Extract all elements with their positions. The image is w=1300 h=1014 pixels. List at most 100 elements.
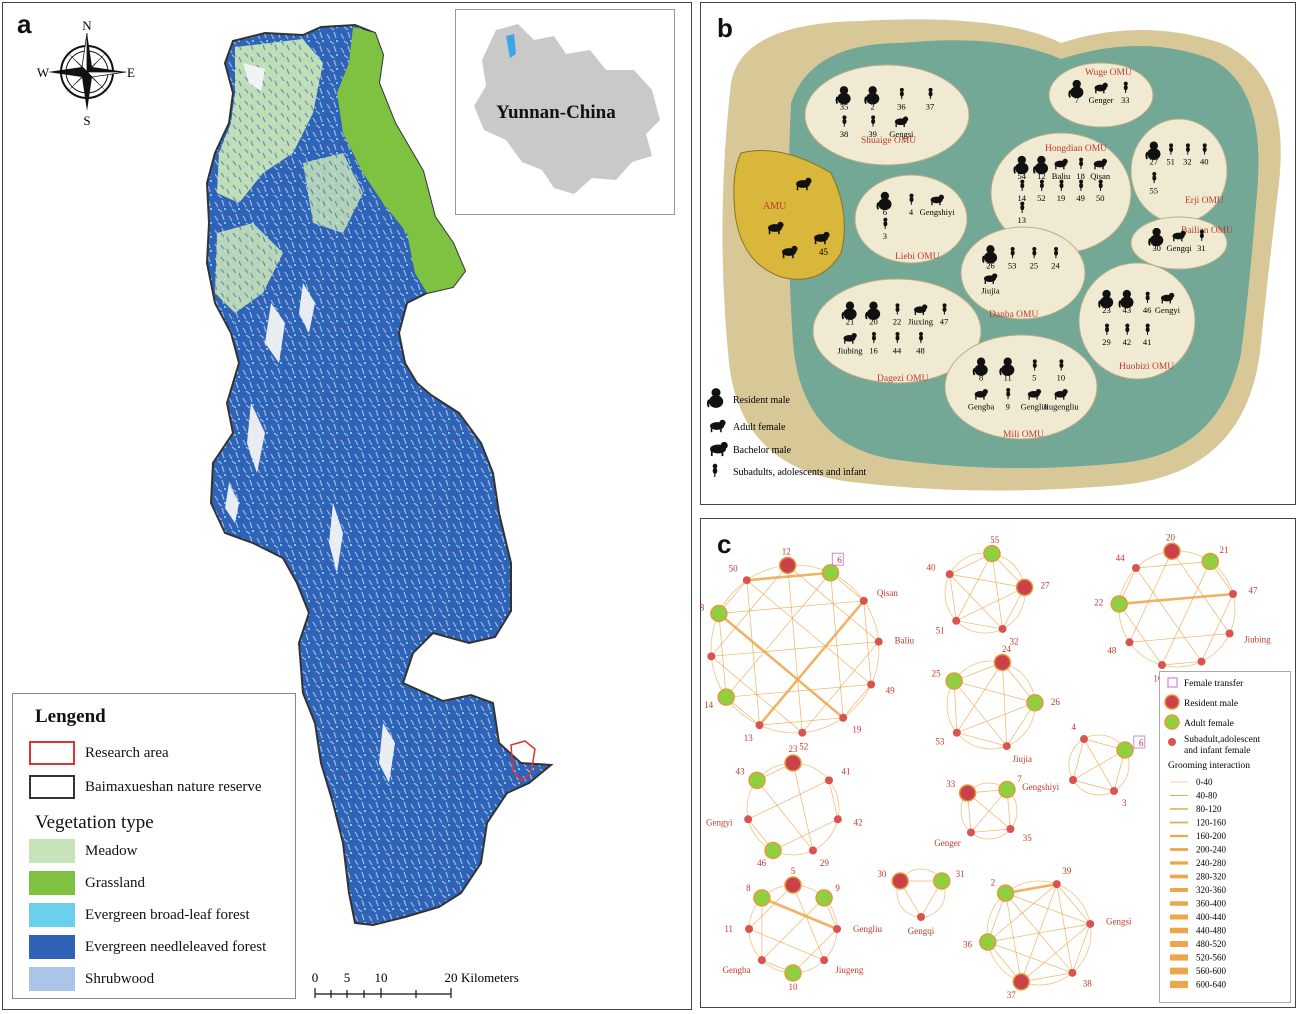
adult-female-icon	[1164, 714, 1180, 730]
grooming-edge	[748, 780, 830, 820]
node-label: Gengliu	[853, 924, 882, 934]
omu-cluster: Wuge OMU 7 Genger 33	[1048, 62, 1154, 128]
node-label: Gengshiyi	[1022, 782, 1059, 792]
node-label: Gengba	[723, 965, 751, 975]
grooming-edge	[949, 574, 957, 621]
grooming-edge	[1005, 893, 1022, 982]
network-node	[867, 680, 876, 689]
member-id: Gengliu	[1021, 401, 1049, 411]
grooming-edge	[1201, 593, 1234, 662]
legend-label: Shrubwood	[85, 970, 155, 987]
range-label: 160-200	[1196, 831, 1226, 841]
omu-cluster: Liebi OMU 6 4 Gengshiyi 3	[854, 174, 968, 264]
grooming-edge	[746, 579, 872, 685]
legend-resident-male: Resident male	[1184, 699, 1238, 709]
scale-5: 5	[344, 970, 351, 985]
resident-male-icon	[1164, 694, 1180, 710]
node-label: 47	[1248, 585, 1258, 595]
panel-label-a: a	[17, 9, 32, 39]
compass-w: W	[37, 65, 50, 80]
node-label: Jiujia	[1013, 754, 1033, 764]
network-node	[784, 964, 802, 982]
node-label: 19	[852, 724, 862, 734]
legend-subadults: Subadults, adolescents and infant	[733, 467, 867, 478]
grooming-edge	[759, 717, 844, 726]
grooming-edge	[748, 928, 825, 961]
network-node	[859, 596, 868, 605]
grooming-edge	[746, 571, 831, 582]
member-id: Gengsi	[889, 129, 914, 139]
legend-shrubwood: Shrubwood	[29, 966, 154, 992]
node-label: 10	[789, 982, 799, 992]
network-node	[1080, 735, 1088, 744]
amu-member-label: 45	[819, 247, 829, 257]
node-label: 2	[991, 877, 996, 887]
legend-subadult-1: Subadult,adolescent	[1184, 735, 1261, 745]
node-label: Jiugeng	[835, 965, 863, 975]
scale-bar: 0 5 10 20 Kilometers	[312, 970, 519, 998]
network-node	[1229, 589, 1238, 598]
network-node	[945, 570, 954, 579]
node-label: 9	[835, 883, 840, 893]
network-node	[952, 616, 961, 625]
network-node	[821, 564, 840, 582]
legend-reserve: Baimaxueshan nature reserve	[29, 774, 262, 800]
range-label: 240-280	[1196, 858, 1226, 868]
member-id: 43	[1123, 305, 1132, 315]
legend-female-transfer: Female transfer	[1184, 678, 1244, 689]
node-label: 14	[704, 700, 714, 710]
network-node	[833, 925, 841, 933]
member-id: 6	[883, 207, 887, 217]
grooming-edge	[1129, 551, 1173, 643]
grooming-edge	[1072, 923, 1091, 973]
member-id: 8	[979, 373, 983, 383]
grooming-edge	[1005, 892, 1073, 974]
grooming-edge	[761, 897, 825, 961]
member-id: 35	[840, 101, 849, 111]
node-label: 30	[877, 869, 887, 879]
network-node	[1110, 595, 1128, 613]
node-label: 3	[1122, 798, 1127, 808]
member-id: 11	[1004, 373, 1012, 383]
member-id: 31	[1197, 243, 1206, 253]
network-node	[1015, 578, 1034, 597]
node-label: 41	[841, 767, 850, 777]
grooming-edge	[987, 941, 1073, 974]
network-node	[1068, 968, 1077, 977]
legend-label: Research area	[85, 744, 169, 761]
node-label: 33	[946, 779, 956, 789]
grooming-edge	[718, 612, 845, 719]
grooming-edge	[1083, 738, 1115, 792]
map-legend: Lengend Research area Baimaxueshan natur…	[12, 693, 296, 999]
node-label: Gengsi	[1106, 917, 1132, 927]
scale-20: 20	[445, 970, 458, 985]
member-id: 55	[1150, 185, 1159, 195]
network-node	[1086, 919, 1095, 928]
network-node	[1225, 629, 1234, 638]
grooming-edge	[1171, 551, 1230, 634]
grooming-edge	[758, 599, 865, 726]
network-node	[748, 771, 766, 790]
network-node	[820, 956, 829, 965]
member-id: 27	[1150, 157, 1159, 167]
member-id: 26	[986, 260, 995, 270]
omu-name: Wuge OMU	[1085, 68, 1132, 78]
grooming-edge	[842, 684, 872, 719]
legend-title: Lengend	[35, 706, 106, 727]
legend-adult-female: Adult female	[1184, 718, 1234, 729]
omu-name: Erji OMU	[1185, 196, 1224, 206]
grooming-network: 55 27 32 51 40	[927, 535, 1050, 647]
node-label: Baliu	[895, 635, 915, 645]
member-id: Jiujia	[981, 286, 1000, 296]
member-id: 42	[1123, 337, 1132, 347]
node-label: 22	[1094, 598, 1103, 608]
network-node	[755, 721, 764, 730]
range-label: 200-240	[1196, 845, 1226, 855]
member-id: Gengqi	[1166, 243, 1192, 253]
grooming-network: 39 Gengsi 38 37 36 2	[963, 866, 1132, 1000]
range-label: 280-320	[1196, 872, 1226, 882]
compass-rose-icon: N S W E	[37, 18, 135, 127]
node-label: 26	[1051, 697, 1061, 707]
member-id: 25	[1030, 260, 1039, 270]
